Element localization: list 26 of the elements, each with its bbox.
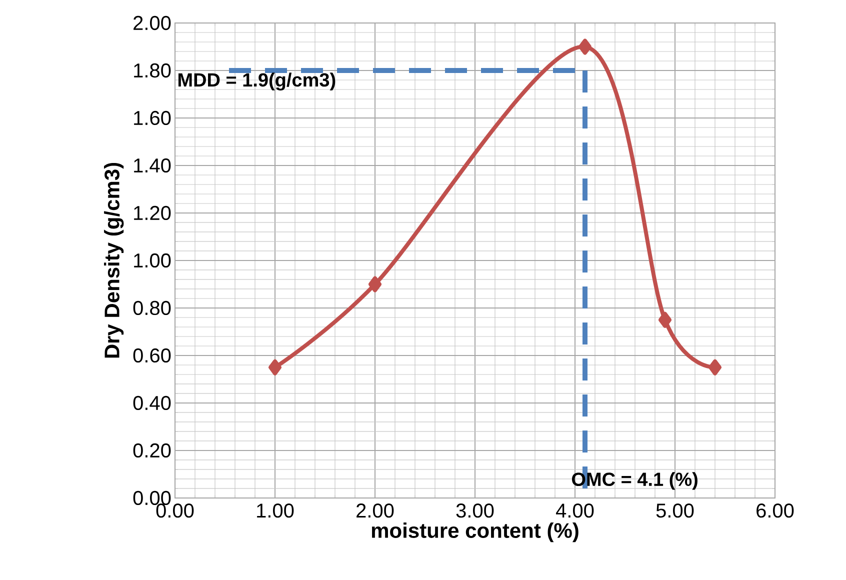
point [268, 359, 282, 376]
y-tick-label: 1.40 [134, 158, 171, 173]
x-tick-label: 5.00 [656, 504, 694, 518]
y-tick-label: 0.80 [133, 300, 171, 316]
y-tick-label: 0.20 [133, 443, 171, 458]
x-tick-label: 2.00 [356, 504, 394, 518]
y-tick-label: 1.20 [134, 206, 171, 220]
x-axis-title: moisture content (%) [372, 522, 578, 542]
point [578, 38, 592, 55]
y-tick-label: 1.00 [134, 253, 171, 268]
x-tick-label: 0.00 [156, 504, 194, 518]
x-tick-label: 3.00 [456, 504, 494, 518]
y-tick-label: 1.80 [134, 63, 171, 78]
point [658, 312, 672, 328]
y-tick-label: 0.60 [133, 348, 171, 363]
y-tick-label: 0.40 [133, 396, 171, 410]
annotation: MDD = 1.9(g/cm3) [178, 72, 336, 90]
y-tick-label: 2.00 [134, 16, 171, 30]
point [368, 276, 382, 292]
y-tick-label: 1.60 [134, 110, 171, 126]
point [708, 359, 722, 376]
x-tick-label: 6.00 [756, 504, 794, 518]
x-tick-label: 1.00 [257, 504, 294, 518]
y-tick-label: 0.00 [133, 490, 171, 506]
x-tick-label: 4.00 [556, 504, 594, 518]
y-axis-title: Dry Density (g/cm3) [104, 162, 124, 358]
